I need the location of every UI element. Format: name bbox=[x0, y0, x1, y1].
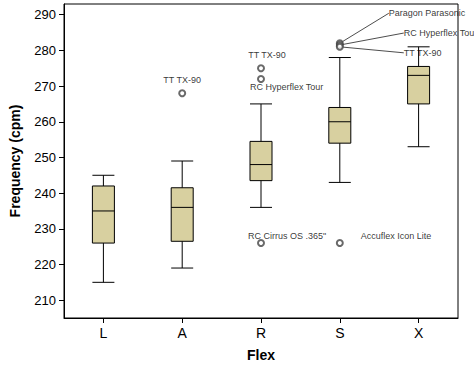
svg-text:R: R bbox=[256, 325, 266, 341]
svg-text:210: 210 bbox=[34, 293, 56, 308]
svg-text:S: S bbox=[335, 325, 344, 341]
svg-text:TT TX-90: TT TX-90 bbox=[163, 75, 201, 85]
svg-text:A: A bbox=[178, 325, 188, 341]
svg-text:220: 220 bbox=[34, 257, 56, 272]
svg-text:RC Hyperflex Tour: RC Hyperflex Tour bbox=[250, 82, 323, 92]
svg-text:270: 270 bbox=[34, 79, 56, 94]
svg-text:Paragon Parasonic: Paragon Parasonic bbox=[389, 8, 466, 18]
svg-text:Flex: Flex bbox=[247, 347, 275, 363]
svg-text:290: 290 bbox=[34, 7, 56, 22]
svg-text:Accuflex Icon Lite: Accuflex Icon Lite bbox=[361, 231, 432, 241]
svg-text:L: L bbox=[100, 325, 108, 341]
svg-text:250: 250 bbox=[34, 150, 56, 165]
svg-text:TT TX-90: TT TX-90 bbox=[248, 50, 286, 60]
svg-text:230: 230 bbox=[34, 221, 56, 236]
svg-text:RC Cirrus OS .365": RC Cirrus OS .365" bbox=[248, 231, 326, 241]
svg-text:240: 240 bbox=[34, 186, 56, 201]
svg-text:Frequency (cpm): Frequency (cpm) bbox=[7, 105, 23, 218]
svg-text:TT TX-90: TT TX-90 bbox=[404, 48, 442, 58]
svg-text:X: X bbox=[414, 325, 424, 341]
svg-text:280: 280 bbox=[34, 43, 56, 58]
svg-text:RC Hyperflex Tour: RC Hyperflex Tour bbox=[404, 28, 474, 38]
svg-text:260: 260 bbox=[34, 114, 56, 129]
